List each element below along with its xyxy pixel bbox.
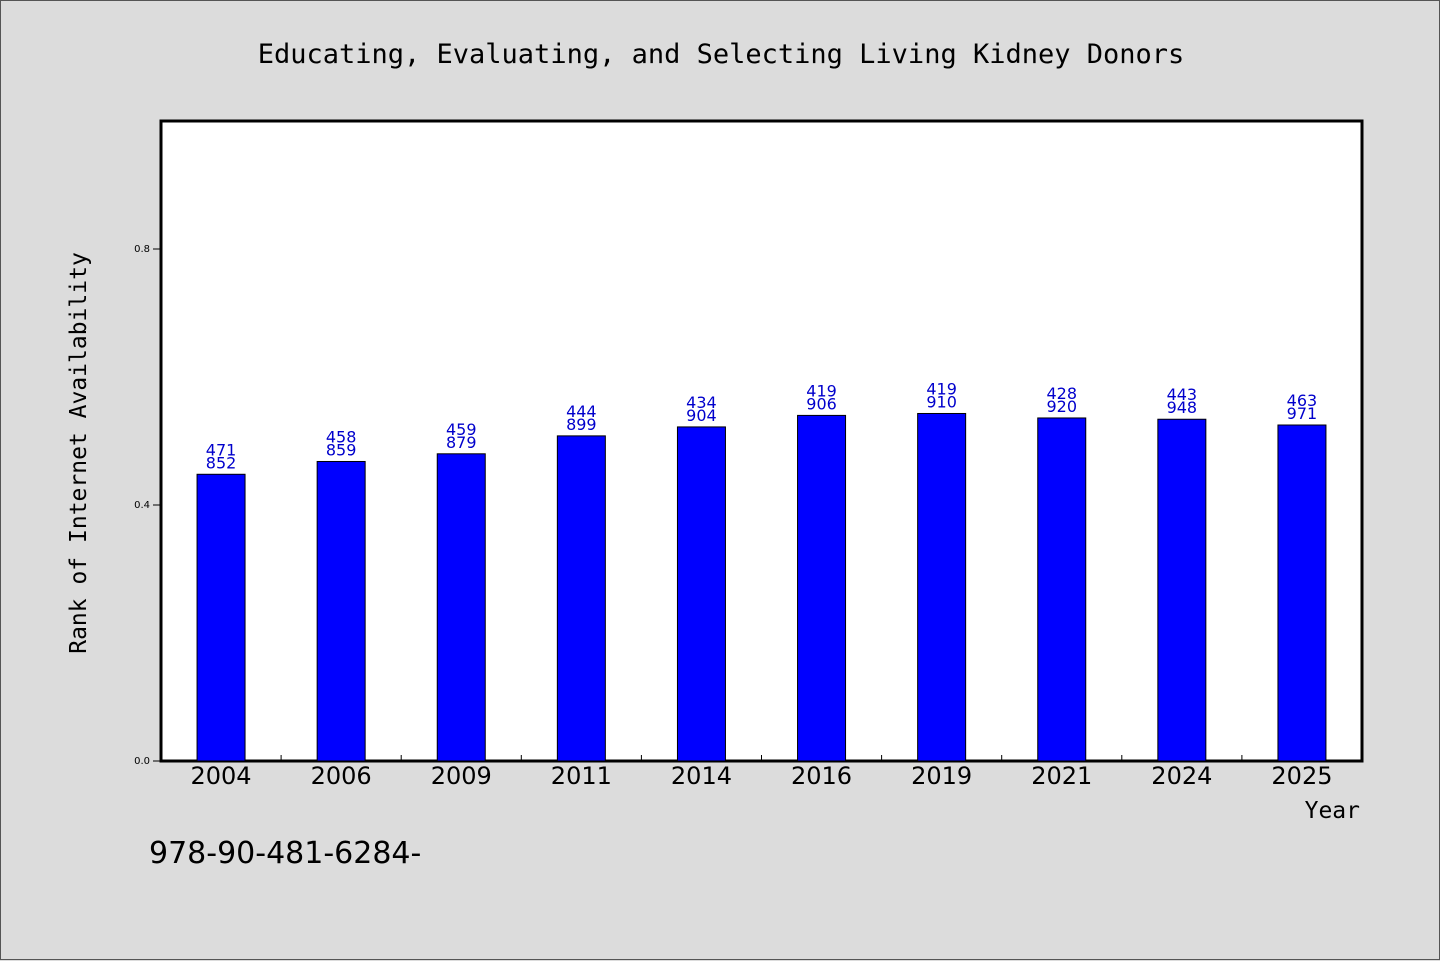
y-tick-label-0.0: 0.0 <box>134 756 150 767</box>
x-axis-label: Year <box>1305 798 1360 824</box>
y-tick-label-0.8: 0.8 <box>134 244 150 255</box>
y-tick-label-0.4: 0.4 <box>134 500 150 511</box>
data-label-bottom-2011: 899 <box>566 415 597 434</box>
y-axis-label: Rank of Internet Availability <box>66 252 92 654</box>
data-labels-layer: 4718524588594598794448994349044199064199… <box>206 379 1317 472</box>
footer-code: 978-90-481-6284- <box>149 836 421 871</box>
x-tick-label-2006: 2006 <box>311 762 372 790</box>
x-axis: 2004 2006 2009 2011 2014 2016 2019 2021 2024 2025 <box>191 755 1332 790</box>
data-label-top-2016: 419 <box>806 381 837 400</box>
data-label-top-2024: 443 <box>1167 385 1198 404</box>
bar-2014 <box>676 426 726 762</box>
data-label-bottom-2014: 904 <box>686 406 717 425</box>
x-tick-label-2021: 2021 <box>1031 762 1092 790</box>
x-tick-label-2025: 2025 <box>1271 762 1332 790</box>
data-label-bottom-2004: 852 <box>206 453 237 472</box>
data-label-top-2021: 428 <box>1046 384 1077 403</box>
x-tick-label-2004: 2004 <box>191 762 252 790</box>
x-tick-label-2011: 2011 <box>551 762 612 790</box>
data-label-bottom-2009: 879 <box>446 433 477 452</box>
data-label-top-2025: 463 <box>1287 391 1318 410</box>
bar-2025 <box>1277 424 1327 762</box>
data-label-top-2019: 419 <box>926 379 957 398</box>
bar-2024 <box>1157 418 1207 762</box>
data-label-top-2006: 458 <box>326 427 357 446</box>
bar-2004 <box>196 473 246 762</box>
data-label-bottom-2006: 859 <box>326 440 357 459</box>
bar-2011 <box>556 435 606 762</box>
x-tick-label-2019: 2019 <box>911 762 972 790</box>
x-tick-label-2014: 2014 <box>671 762 732 790</box>
bar-2021 <box>1037 417 1087 762</box>
chart-title: Educating, Evaluating, and Selecting Liv… <box>258 39 1185 70</box>
data-label-bottom-2025: 971 <box>1287 404 1318 423</box>
bars-layer <box>196 412 1327 762</box>
data-label-top-2004: 471 <box>206 440 237 459</box>
x-tick-label-2016: 2016 <box>791 762 852 790</box>
data-label-top-2009: 459 <box>446 420 477 439</box>
bar-2006 <box>316 460 366 762</box>
data-label-top-2011: 444 <box>566 402 597 421</box>
data-label-bottom-2024: 948 <box>1167 398 1198 417</box>
y-axis: 0.0 0.4 0.8 <box>134 244 161 767</box>
data-label-bottom-2021: 920 <box>1046 397 1077 416</box>
data-label-bottom-2016: 906 <box>806 394 837 413</box>
bar-2019 <box>917 412 967 762</box>
bar-2016 <box>797 414 847 762</box>
bar-2009 <box>436 453 486 762</box>
x-tick-label-2024: 2024 <box>1151 762 1212 790</box>
data-label-bottom-2019: 910 <box>926 392 957 411</box>
x-tick-label-2009: 2009 <box>431 762 492 790</box>
data-label-top-2014: 434 <box>686 393 717 412</box>
